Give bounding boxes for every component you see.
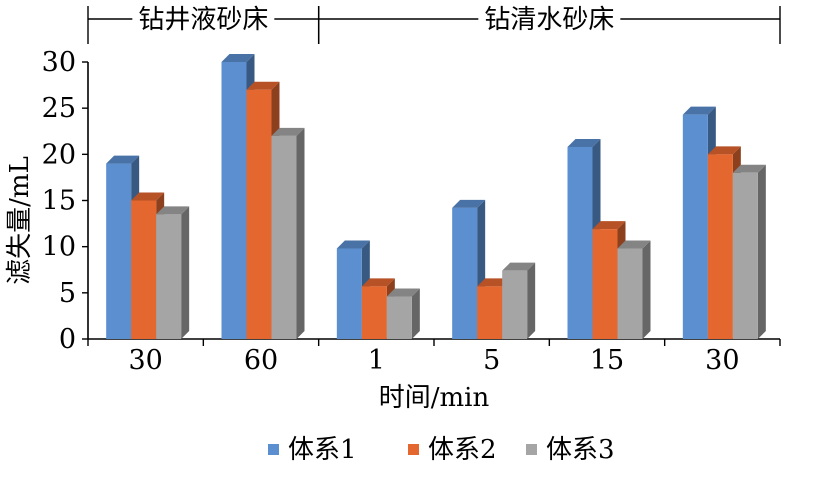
- bar-top: [131, 192, 165, 201]
- bar-front: [452, 207, 478, 339]
- x-tick-label: 30: [705, 345, 739, 376]
- bar-top: [477, 278, 511, 287]
- y-tick-label: 15: [42, 186, 76, 217]
- y-tick-label: 10: [42, 232, 76, 263]
- legend-item: 体系3: [526, 435, 615, 465]
- bar-front: [221, 62, 247, 339]
- bar: [271, 127, 305, 339]
- bar-front: [336, 248, 362, 339]
- x-tick-label: 1: [368, 345, 385, 376]
- bar-top: [361, 278, 395, 287]
- bar-top: [221, 54, 255, 62]
- bar-top: [452, 199, 486, 208]
- bar-top: [156, 206, 190, 215]
- legend-label: 体系1: [288, 435, 357, 465]
- bar-front: [361, 286, 387, 339]
- bar-top: [386, 288, 420, 297]
- bar-top: [246, 81, 280, 90]
- bar-top: [592, 221, 626, 230]
- x-tick-label: 60: [244, 345, 278, 376]
- bar: [502, 262, 536, 339]
- bar: [156, 206, 190, 339]
- y-tick-label: 5: [59, 278, 76, 309]
- y-tick-label: 20: [42, 139, 76, 170]
- y-tick-label: 30: [42, 47, 76, 78]
- legend: 体系1 体系2 体系3: [268, 435, 615, 465]
- bar-side: [411, 288, 420, 339]
- bar-front: [617, 248, 643, 339]
- bar-side: [181, 206, 190, 339]
- bar-front: [386, 296, 412, 339]
- legend-item: 体系2: [408, 435, 497, 465]
- group-header-label: 钻井液砂床: [138, 5, 268, 35]
- bar-top: [617, 240, 651, 249]
- bar-front: [271, 135, 297, 339]
- x-tick-label: 30: [128, 345, 162, 376]
- bar-front: [106, 163, 132, 339]
- bar-side: [757, 164, 766, 339]
- legend-label: 体系2: [428, 435, 497, 465]
- bar-front: [131, 200, 157, 339]
- legend-swatch: [268, 444, 279, 455]
- group-headers: 钻井液砂床 钻清水砂床: [87, 5, 781, 44]
- bar-front: [567, 146, 593, 339]
- bar-top: [707, 146, 741, 155]
- x-tick-label: 5: [483, 345, 500, 376]
- group-header-label: 钻清水砂床: [484, 5, 614, 35]
- legend-swatch: [526, 444, 537, 455]
- bar-side: [296, 127, 305, 339]
- y-axis: 0 5 10 15 20 25 30: [42, 47, 89, 355]
- bar-top: [567, 138, 601, 147]
- bars: [106, 54, 766, 339]
- bar: [732, 164, 766, 339]
- bar-front: [682, 114, 708, 339]
- bar-top: [682, 106, 716, 115]
- bar-top: [271, 127, 305, 136]
- bar: [386, 288, 420, 339]
- bar-front: [502, 270, 528, 339]
- y-tick-label: 0: [59, 324, 76, 355]
- x-tick-label: 15: [590, 345, 624, 376]
- x-axis-label: 时间/min: [379, 383, 490, 413]
- bar-front: [732, 172, 758, 339]
- y-tick-label: 25: [42, 93, 76, 124]
- bar: [617, 240, 651, 339]
- bar-side: [527, 262, 536, 339]
- bar-top: [336, 240, 370, 249]
- bar-front: [246, 89, 272, 339]
- bar-top: [502, 262, 536, 271]
- bar-front: [592, 229, 618, 339]
- y-axis-label: 滤失量/mL: [5, 156, 35, 285]
- bar-side: [642, 240, 651, 339]
- legend-swatch: [408, 444, 419, 455]
- bar-top: [732, 164, 766, 173]
- x-axis: 30 60 1 5 15 30: [87, 338, 781, 376]
- bar-front: [156, 214, 182, 339]
- bar-front: [707, 154, 733, 339]
- legend-item: 体系1: [268, 435, 357, 465]
- bar-top: [106, 155, 140, 164]
- legend-label: 体系3: [546, 435, 615, 465]
- bar-front: [477, 286, 503, 339]
